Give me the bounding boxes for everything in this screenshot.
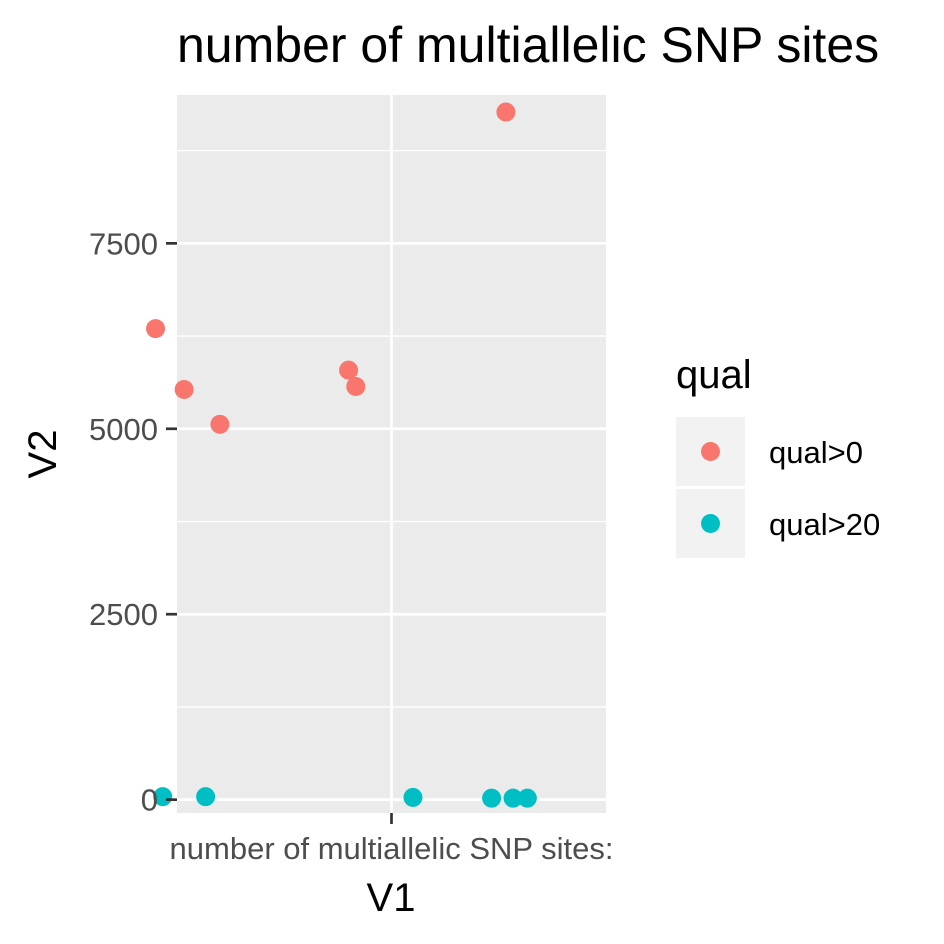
data-point [174,379,194,399]
data-point [210,414,230,434]
legend-swatch [701,442,720,461]
x-axis: number of multiallelic SNP sites: [170,813,614,866]
legend-swatch [701,514,720,533]
data-point [196,787,216,807]
legend-title: qual [676,353,752,397]
legend: qual qual>0 qual>20 [676,353,880,558]
data-point [346,377,366,397]
x-axis-title: V1 [367,876,416,920]
chart-title: number of multiallelic SNP sites [177,17,879,73]
legend-label: qual>20 [769,507,880,542]
y-axis: 0 2500 5000 7500 [89,226,177,818]
y-axis-title: V2 [21,430,65,479]
y-tick-label: 5000 [89,412,158,447]
data-point [153,787,173,807]
y-tick-label: 2500 [89,597,158,632]
data-point [403,787,423,807]
y-tick-label: 0 [141,783,158,818]
major-gridlines [177,95,606,813]
data-point [146,319,166,339]
data-points [146,102,537,808]
data-point [503,788,523,808]
x-tick-label: number of multiallelic SNP sites: [170,831,614,866]
y-tick-label: 7500 [89,226,158,261]
data-point [496,102,516,122]
data-point [517,788,537,808]
data-point [339,360,359,380]
data-point [482,788,502,808]
legend-label: qual>0 [769,435,863,470]
legend-entries: qual>0 qual>20 [676,417,880,558]
